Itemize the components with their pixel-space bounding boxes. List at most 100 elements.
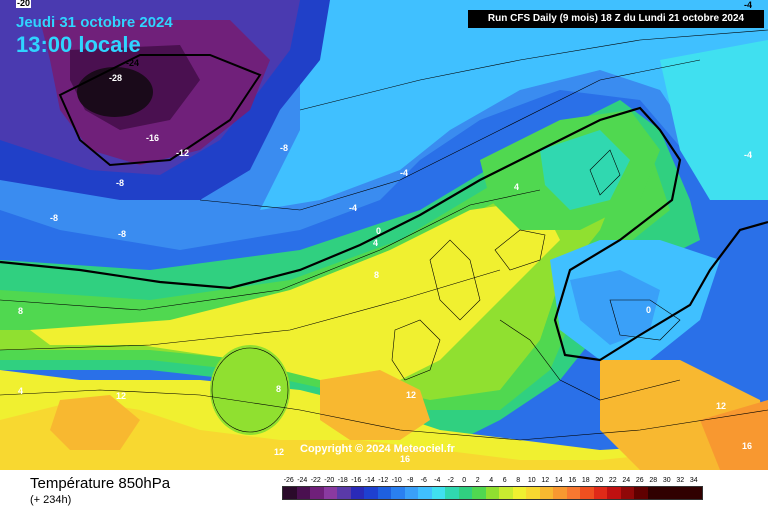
scale-label: 32 <box>676 477 685 484</box>
scale-label: -12 <box>378 477 389 484</box>
scale-label: 16 <box>568 477 577 484</box>
scale-swatch <box>553 487 567 499</box>
isotherm-label: -8 <box>118 229 127 239</box>
scale-label: -14 <box>364 477 375 484</box>
scale-swatch <box>431 487 445 499</box>
isotherm-label: 8 <box>276 384 282 394</box>
scale-swatch <box>337 487 351 499</box>
isotherm-label: 12 <box>716 401 727 411</box>
scale-label: -2 <box>447 477 454 484</box>
scale-label: -16 <box>351 477 362 484</box>
scale-label: 28 <box>649 477 658 484</box>
scale-swatch <box>364 487 378 499</box>
scale-label: -26 <box>283 477 294 484</box>
scale-swatch <box>634 487 648 499</box>
scale-swatch <box>391 487 405 499</box>
scale-label: 2 <box>475 477 480 484</box>
scale-swatch <box>283 487 297 499</box>
isotherm-label: -4 <box>744 0 753 10</box>
scale-label: -22 <box>310 477 321 484</box>
scale-label: 34 <box>689 477 698 484</box>
color-scale-labels: -26 -24 -22 -20 -18 -16 -14 -12 -10 -8 -6 -4 -2 0 2 4 6 8… <box>282 476 703 486</box>
isotherm-label: 4 <box>18 386 24 396</box>
scale-swatch <box>418 487 432 499</box>
lead-time: (+ 234h) <box>30 494 72 506</box>
scale-label: -20 <box>324 477 335 484</box>
scale-swatch <box>377 487 391 499</box>
isotherm-label: 0 <box>646 305 652 315</box>
scale-label: -6 <box>420 477 427 484</box>
scale-label: -4 <box>434 477 441 484</box>
copyright-notice: Copyright © 2024 Meteociel.fr <box>300 443 455 455</box>
isotherm-label: 16 <box>400 454 411 464</box>
scale-label: -24 <box>297 477 308 484</box>
scale-swatch <box>580 487 594 499</box>
scale-swatch <box>445 487 459 499</box>
isotherm-label: -12 <box>176 148 190 158</box>
scale-swatch <box>566 487 580 499</box>
scale-swatch <box>472 487 486 499</box>
scale-swatch <box>620 487 634 499</box>
scale-label: 26 <box>635 477 644 484</box>
scale-swatch <box>647 487 661 499</box>
scale-label: -8 <box>407 477 414 484</box>
color-scale-legend: -26 -24 -22 -20 -18 -16 -14 -12 -10 -8 -6 -4 -2 0 2 4 6 8… <box>282 476 703 500</box>
scale-label: 0 <box>462 477 467 484</box>
isotherm-label: -20 <box>16 0 32 8</box>
isotherm-label: 8 <box>18 306 24 316</box>
scale-swatch <box>674 487 688 499</box>
scale-label: 14 <box>554 477 563 484</box>
isotherm-label: -16 <box>146 133 160 143</box>
scale-label: 20 <box>595 477 604 484</box>
scale-swatch <box>458 487 472 499</box>
scale-swatch <box>526 487 540 499</box>
scale-swatch <box>539 487 553 499</box>
scale-label: 22 <box>608 477 617 484</box>
parameter-title: Température 850hPa <box>30 475 171 492</box>
scale-label: 30 <box>662 477 671 484</box>
scale-swatch <box>323 487 337 499</box>
temperature-map: -20 -24 -28 -16 -12 -8 -8 -8 -8 -4 -4 -4… <box>0 0 768 470</box>
isotherm-label: 4 <box>514 182 520 192</box>
isotherm-label: -28 <box>109 73 123 83</box>
isotherm-label: -24 <box>126 58 140 68</box>
scale-label: -10 <box>391 477 402 484</box>
scale-swatch <box>350 487 364 499</box>
scale-label: -18 <box>337 477 348 484</box>
isotherm-label: -4 <box>349 203 358 213</box>
scale-label: 24 <box>622 477 631 484</box>
scale-label: 12 <box>541 477 550 484</box>
scale-label: 10 <box>527 477 536 484</box>
isotherm-label: -8 <box>280 143 289 153</box>
isotherm-label: -4 <box>744 150 753 160</box>
forecast-local-time: 13:00 locale <box>16 32 141 57</box>
isotherm-label: -8 <box>116 178 125 188</box>
scale-swatch <box>661 487 675 499</box>
scale-swatch <box>512 487 526 499</box>
forecast-date: Jeudi 31 octobre 2024 <box>16 14 173 31</box>
model-run-info: Run CFS Daily (9 mois) 18 Z du Lundi 21 … <box>468 10 764 28</box>
scale-label: 4 <box>489 477 494 484</box>
map-footer: Température 850hPa (+ 234h) -26 -24 -22 -20… <box>0 470 768 512</box>
scale-label: 6 <box>502 477 507 484</box>
isotherm-label: -8 <box>50 213 59 223</box>
isotherm-label: 12 <box>274 447 285 457</box>
scale-swatch <box>607 487 621 499</box>
scale-swatch <box>485 487 499 499</box>
isotherm-label: 4 <box>373 238 379 248</box>
isotherm-label: 12 <box>116 391 127 401</box>
scale-label: 18 <box>581 477 590 484</box>
scale-swatch <box>499 487 513 499</box>
isotherm-label: 16 <box>742 441 753 451</box>
scale-swatch <box>688 487 702 499</box>
isotherm-label: -4 <box>400 168 409 178</box>
color-scale-bar <box>282 486 703 500</box>
isotherm-label: 8 <box>374 270 380 280</box>
isotherm-label: 0 <box>376 226 382 236</box>
isotherm-label: 12 <box>406 390 417 400</box>
scale-swatch <box>404 487 418 499</box>
scale-swatch <box>593 487 607 499</box>
scale-swatch <box>310 487 324 499</box>
scale-label: 8 <box>516 477 521 484</box>
scale-swatch <box>296 487 310 499</box>
